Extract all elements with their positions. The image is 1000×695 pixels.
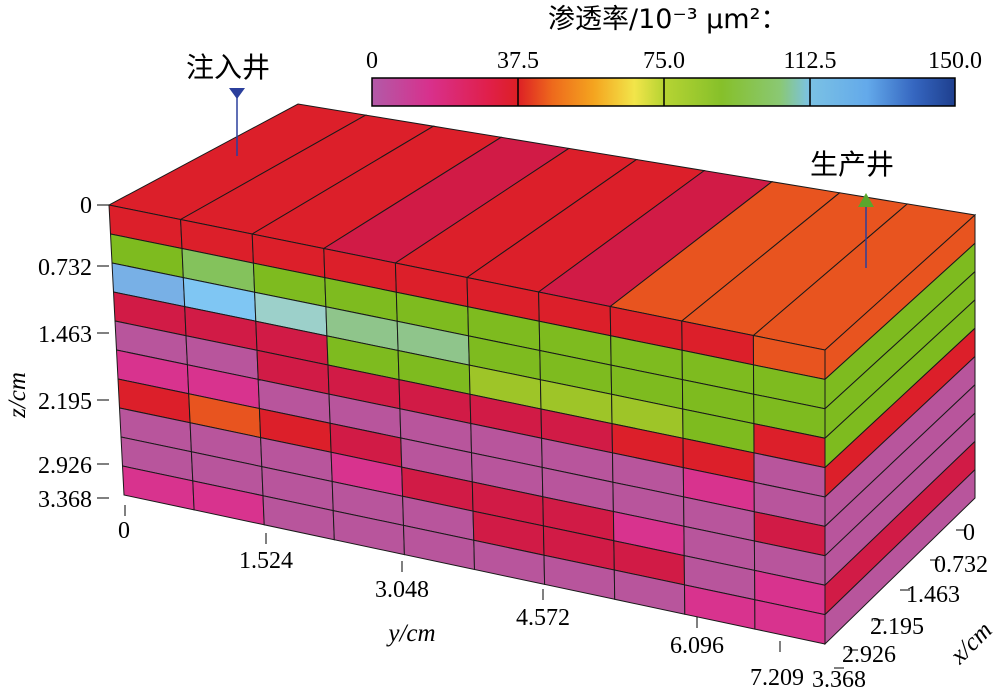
- z-axis-label: z/cm: [4, 372, 31, 419]
- z-axis-tick-label: 0.732: [38, 255, 92, 281]
- x-axis-tick-label: 2.195: [870, 614, 924, 640]
- z-axis-tick-label: 2.195: [38, 389, 92, 415]
- side-cell: [824, 468, 976, 646]
- y-axis: 0 1.524 3.048 4.572 6.096 7.209 y/cm: [118, 505, 804, 691]
- production-well: 生产井: [810, 148, 894, 268]
- production-well-marker-icon: [858, 193, 874, 207]
- z-axis-tick-label: 2.926: [38, 453, 92, 479]
- x-axis-tick-label: 3.368: [812, 667, 866, 693]
- y-axis-tick-label: 3.048: [375, 577, 429, 603]
- permeability-legend: 渗透率/10⁻³ μm²： 0 37.5 75.0 112.5 150.0: [366, 4, 982, 107]
- x-axis-tick-label: 1.463: [906, 582, 960, 608]
- y-axis-tick-label: 0: [118, 518, 130, 544]
- reservoir-block: [107, 103, 977, 646]
- side-face: [824, 213, 976, 646]
- legend-tick-label: 112.5: [783, 48, 836, 74]
- z-axis-tick-label: 1.463: [38, 322, 92, 348]
- legend-title: 渗透率/10⁻³ μm²：: [548, 4, 787, 35]
- x-axis-label: x/cm: [944, 617, 997, 670]
- injection-well-marker-icon: [229, 88, 245, 99]
- z-axis-tick-label: 3.368: [38, 487, 92, 513]
- y-axis-tick-label: 6.096: [670, 633, 724, 659]
- injection-well-label: 注入井: [186, 51, 270, 84]
- x-axis-tick-label: 0: [963, 520, 975, 546]
- x-axis: 0 0.732 1.463 2.195 2.926 3.368 x/cm: [812, 520, 998, 693]
- x-axis-tick-label: 0.732: [934, 552, 988, 578]
- legend-tick-label: 75.0: [643, 48, 685, 74]
- injection-well: 注入井: [186, 51, 270, 156]
- x-axis-tick-label: 2.926: [842, 642, 896, 668]
- z-axis: 0 0.732 1.463 2.195 2.926 3.368 z/cm: [4, 193, 109, 513]
- front-face: [108, 204, 826, 645]
- production-well-label: 生产井: [810, 148, 894, 181]
- y-axis-tick-label: 7.209: [750, 665, 804, 691]
- y-axis-tick-label: 1.524: [239, 548, 293, 574]
- z-axis-tick-label: 0: [80, 193, 92, 219]
- legend-tick-label: 150.0: [928, 48, 982, 74]
- y-axis-label: y/cm: [385, 620, 435, 647]
- y-axis-tick-label: 4.572: [516, 605, 570, 631]
- legend-tick-label: 0: [366, 48, 378, 74]
- top-face: [107, 103, 977, 351]
- legend-tick-label: 37.5: [497, 48, 539, 74]
